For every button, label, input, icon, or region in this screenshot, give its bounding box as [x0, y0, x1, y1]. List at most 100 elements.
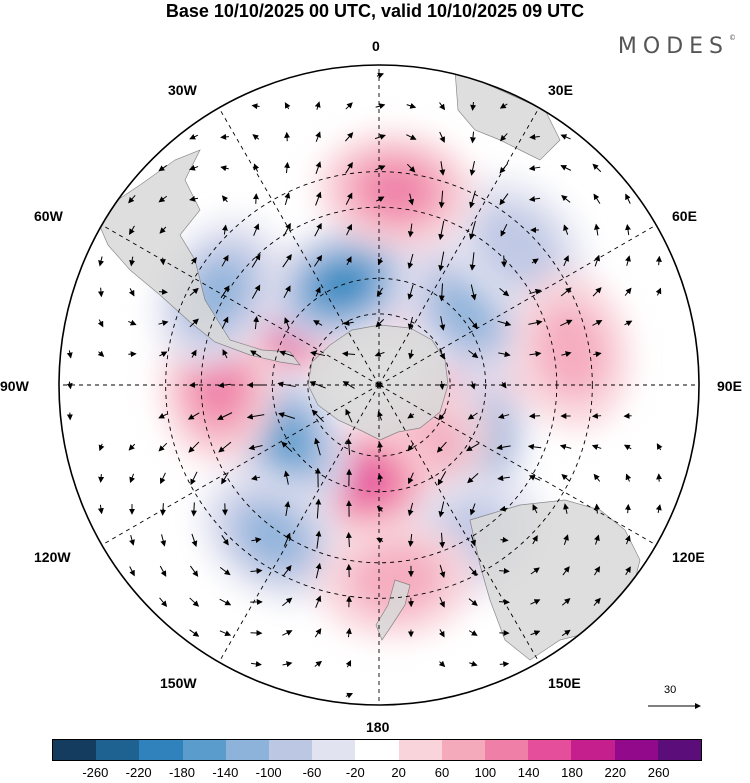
- colorbar-tick-label: -140: [212, 765, 239, 780]
- brand-text: MODES: [617, 34, 729, 59]
- wind-vector: [158, 442, 168, 452]
- wind-vector: [221, 316, 229, 329]
- wind-vector: [439, 102, 446, 111]
- wind-vector: [128, 319, 137, 326]
- wind-vector: [159, 226, 167, 234]
- wind-vector: [283, 222, 291, 237]
- wind-vector: [468, 317, 478, 330]
- wind-vector: [342, 381, 355, 389]
- colorbar-tick-label: -20: [345, 765, 365, 780]
- wind-vector: [189, 133, 199, 140]
- wind-vector: [531, 258, 539, 265]
- wind-vector: [128, 288, 135, 297]
- wind-vector: [189, 195, 199, 202]
- wind-vector: [376, 537, 384, 544]
- wind-vector: [188, 164, 199, 171]
- wind-vector: [217, 412, 233, 420]
- wind-vector: [283, 285, 291, 299]
- wind-vector: [563, 503, 569, 514]
- wind-vector: [284, 192, 291, 206]
- wind-vector: [158, 320, 169, 326]
- colorbar-swatch: [571, 740, 615, 760]
- wind-vector: [251, 103, 260, 110]
- lon-label-0: 0: [372, 38, 380, 54]
- colorbar-tick-label: 20: [391, 765, 406, 780]
- wind-vector: [189, 565, 199, 577]
- wind-vector: [469, 503, 476, 516]
- wind-vector: [562, 566, 570, 576]
- wind-vector: [529, 133, 540, 140]
- wind-vector: [499, 163, 509, 174]
- wind-vector: [374, 134, 386, 140]
- wind-vector: [563, 224, 569, 235]
- lon-label-90e: 90E: [717, 378, 742, 394]
- wind-vector: [314, 660, 323, 667]
- colorbar-swatch: [139, 740, 183, 760]
- anomaly-contour: [241, 507, 305, 566]
- colorbar-swatch: [53, 740, 97, 760]
- wind-vector: [530, 630, 541, 636]
- wind-vector: [593, 351, 602, 358]
- wind-vector: [377, 473, 384, 482]
- wind-vector: [219, 566, 231, 576]
- colorbar-tick-label: -180: [168, 765, 196, 780]
- wind-vector: [282, 630, 293, 636]
- lon-label-180: 180: [366, 719, 390, 735]
- anomaly-contour: [347, 543, 445, 616]
- wind-vector: [129, 535, 135, 546]
- meridian-line: [378, 224, 657, 386]
- wind-vector: [376, 72, 384, 79]
- lon-label-120w: 120W: [34, 549, 71, 565]
- wind-vector: [158, 413, 168, 419]
- wind-vector: [468, 598, 478, 606]
- wind-vector: [222, 349, 228, 359]
- lon-label-60w: 60W: [34, 208, 63, 224]
- wind-vector: [407, 502, 414, 517]
- wind-vector: [376, 505, 384, 513]
- wind-vector: [97, 319, 104, 328]
- wind-vector: [469, 660, 478, 667]
- wind-vector: [406, 134, 417, 140]
- wind-vector: [250, 350, 262, 358]
- wind-vector: [591, 444, 602, 451]
- wind-vector: [594, 503, 601, 514]
- colorbar-tick-label: 260: [647, 765, 670, 780]
- wind-vector: [253, 163, 260, 172]
- wind-vector: [345, 531, 352, 548]
- wind-vector: [314, 101, 321, 110]
- wind-vector: [345, 659, 352, 668]
- colorbar-swatch: [355, 740, 399, 760]
- wind-vector: [438, 501, 445, 518]
- colorbar-tick-label: -220: [125, 765, 152, 780]
- wind-vector: [439, 161, 446, 176]
- wind-vector: [315, 595, 322, 608]
- wind-vector: [438, 251, 445, 272]
- wind-vector: [625, 255, 631, 266]
- wind-vector: [560, 134, 571, 140]
- colorbar-swatch: [312, 740, 356, 760]
- wind-vector: [592, 163, 602, 173]
- wind-vector: [315, 191, 322, 206]
- wind-vector: [311, 409, 324, 423]
- wind-vector: [315, 562, 322, 579]
- wind-vector: [250, 567, 263, 574]
- wind-vector: [159, 351, 168, 358]
- wind-vector: [594, 566, 601, 576]
- wind-vector: [499, 102, 508, 109]
- wind-vector: [594, 534, 600, 545]
- wind-vector: [468, 566, 478, 577]
- wind-vector: [528, 165, 541, 172]
- wind-vector: [251, 284, 261, 299]
- colorbar-tick-label: 180: [561, 765, 583, 780]
- wind-vector: [624, 287, 632, 296]
- wind-vector: [438, 190, 445, 209]
- wind-vector: [377, 441, 384, 452]
- wind-vector: [437, 471, 447, 486]
- wind-vector: [625, 473, 632, 482]
- colorbar: [52, 739, 702, 761]
- wind-vector: [532, 504, 538, 514]
- colorbar-tick-label: 220: [604, 765, 627, 780]
- wind-vector: [345, 408, 353, 423]
- wind-vector: [438, 283, 445, 302]
- wind-vector: [158, 195, 167, 203]
